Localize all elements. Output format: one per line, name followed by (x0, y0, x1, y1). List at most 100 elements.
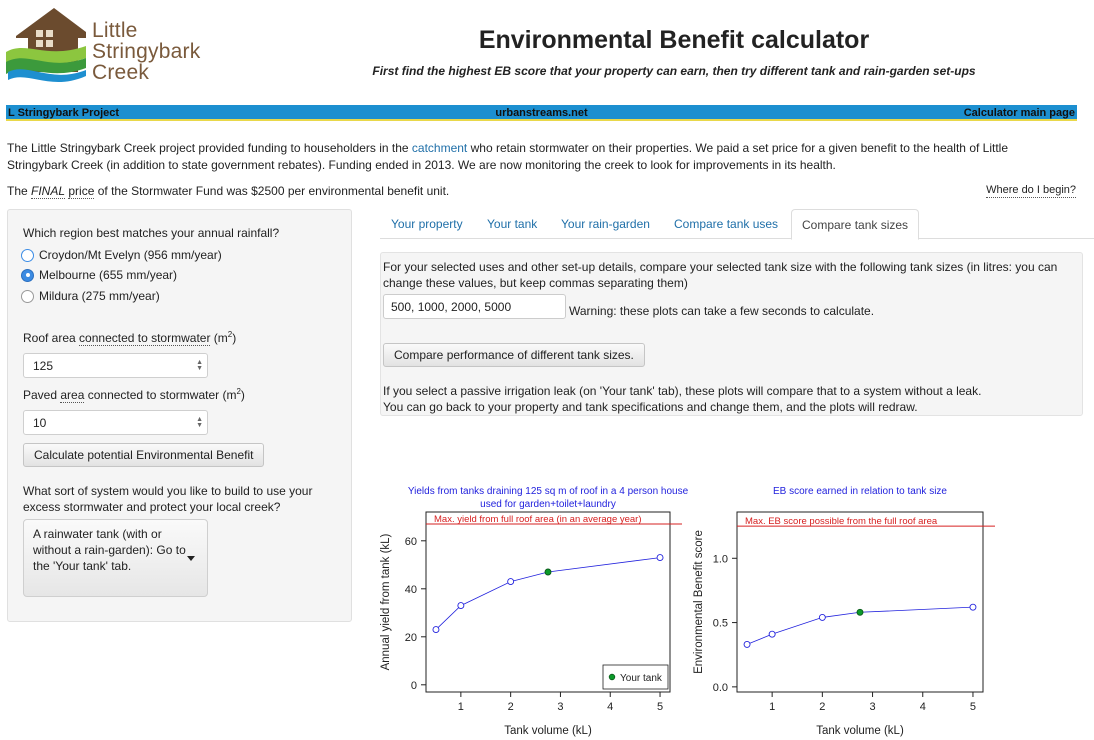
tab-your-rain-garden[interactable]: Your rain-garden (561, 217, 650, 231)
eb-chart-xlabel: Tank volume (kL) (816, 725, 904, 737)
tab-compare-tank-sizes[interactable]: Compare tank sizes (791, 209, 920, 240)
paved-area-label: Paved area connected to stormwater (m2) (23, 387, 245, 403)
paved-area-input[interactable]: 10 ▲ ▼ (23, 410, 208, 435)
yield-chart-point-0 (432, 626, 440, 634)
eb-chart-point-1 (768, 630, 776, 638)
calculate-eb-button[interactable]: Calculate potential Environmental Benefi… (23, 443, 265, 467)
paved-label-c: connected to stormwater (m (84, 388, 237, 402)
region-label-croydon: Croydon/Mt Evelyn (956 mm/year) (39, 248, 222, 262)
eb-chart-frame (736, 511, 984, 693)
roof-area-input[interactable]: 125 ▲ ▼ (23, 353, 208, 378)
eb-chart-ytick-label-0: 0.0 (713, 682, 728, 694)
logo-line-1: Little (92, 19, 138, 42)
yield-chart-ytick-label-2: 40 (405, 584, 417, 596)
tank-sizes-input[interactable]: 500, 1000, 2000, 5000 (383, 294, 566, 319)
compare-warning: Warning: these plots can take a few seco… (569, 304, 875, 318)
yield-chart-xtick-label-3: 4 (607, 701, 613, 713)
paved-sup: 2 (236, 387, 241, 396)
region-option-mildura[interactable]: Mildura (275 mm/year) (21, 288, 160, 304)
radio-melbourne[interactable] (21, 268, 34, 282)
compare-note-2: You can go back to your property and tan… (383, 400, 918, 414)
roof-stepper-icon[interactable]: ▲ ▼ (196, 359, 203, 372)
roof-label-b: connected to stormwater (79, 331, 211, 346)
paved-area-value: 10 (33, 416, 47, 430)
region-option-melbourne[interactable]: Melbourne (655 mm/year) (21, 267, 177, 283)
tab-your-property[interactable]: Your property (391, 217, 463, 231)
roof-sup: 2 (227, 330, 233, 339)
radio-mildura[interactable] (21, 289, 34, 303)
roof-area-label: Roof area connected to stormwater (m2) (23, 330, 237, 346)
roof-label-c: (m (210, 331, 228, 345)
yield-chart-legend-box (602, 664, 669, 690)
region-label-melbourne: Melbourne (655 mm/year) (39, 268, 178, 282)
page-subtitle: First find the highest EB score that you… (372, 64, 976, 78)
tab-bar: Your property Your tank Your rain-garden… (380, 209, 1094, 240)
final-word: FINAL (31, 184, 66, 199)
yield-chart-point-3 (544, 568, 552, 576)
yield-chart-xtick-label-2: 3 (557, 701, 563, 713)
chevron-down-icon (187, 556, 195, 561)
yield-chart-subtitle: used for garden+toilet+laundry (480, 499, 616, 510)
yield-chart-max-label: Max. yield from full roof area (in an av… (434, 514, 642, 525)
compare-note-1: If you select a passive irrigation leak … (383, 384, 982, 398)
nav-link-urbanstreams[interactable]: urbanstreams.net (495, 107, 588, 119)
yield-chart-series-line (435, 557, 661, 630)
nav-link-main-page[interactable]: Calculator main page (963, 107, 1075, 119)
system-select[interactable]: A rainwater tank (with or without a rain… (23, 519, 208, 597)
eb-chart-xtick-label-2: 3 (869, 701, 875, 713)
tab-your-tank[interactable]: Your tank (487, 217, 538, 231)
yield-chart-legend-label: Your tank (620, 673, 663, 684)
yield-chart-xtick-label-0: 1 (458, 701, 464, 713)
yield-chart-ytick-label-3: 60 (405, 536, 417, 548)
final-price-text: The FINAL price of the Stormwater Fund w… (7, 184, 450, 199)
eb-chart-xtick-label-0: 1 (769, 701, 775, 713)
yield-chart-frame (425, 511, 671, 693)
region-option-croydon[interactable]: Croydon/Mt Evelyn (956 mm/year) (21, 247, 222, 263)
rainfall-question: Which region best matches your annual ra… (23, 226, 280, 240)
eb-chart-xtick-label-3: 4 (920, 701, 926, 713)
logo-mark-icon (6, 8, 86, 83)
logo: Little Stringybark Creek (6, 2, 216, 94)
paved-label-d: ) (240, 388, 245, 402)
final-prefix: The (7, 184, 32, 198)
intro-paragraph: The Little Stringybark Creek project pro… (7, 140, 1067, 174)
compare-instruction: For your selected uses and other set-up … (383, 260, 1058, 290)
intro-text-2: who retain stormwater on their propertie… (7, 141, 1009, 172)
region-label-mildura: Mildura (275 mm/year) (39, 289, 160, 303)
yield-chart-xtick-label-1: 2 (508, 701, 514, 713)
yield-chart-ytick-label-1: 20 (405, 632, 417, 644)
final-suffix: of the Stormwater Fund was $2500 per env… (94, 184, 450, 198)
yield-chart-point-4 (656, 554, 664, 562)
paved-label-a: Paved (23, 388, 61, 402)
yield-chart-point-1 (457, 602, 465, 610)
eb-chart-title: EB score earned in relation to tank size (773, 486, 947, 497)
eb-chart-point-4 (969, 603, 977, 611)
eb-chart-ytick-label-1: 0.5 (713, 618, 728, 630)
where-do-i-begin-link[interactable]: Where do I begin? (986, 184, 1076, 198)
catchment-link[interactable]: catchment (411, 141, 468, 155)
eb-chart-max-label: Max. EB score possible from the full roo… (745, 516, 938, 527)
nav-bar: urbanstreams.net L Stringybark Project C… (6, 105, 1077, 121)
sidebar-panel: Which region best matches your annual ra… (7, 209, 352, 622)
yield-chart-title: Yields from tanks draining 125 sq m of r… (408, 486, 689, 497)
compare-panel: For your selected uses and other set-up … (380, 252, 1083, 416)
yield-chart-legend-marker (608, 673, 616, 681)
compare-sizes-button[interactable]: Compare performance of different tank si… (383, 343, 645, 367)
nav-link-project[interactable]: L Stringybark Project (8, 107, 120, 119)
tab-compare-tank-uses[interactable]: Compare tank uses (674, 217, 779, 231)
eb-chart-xtick-label-4: 5 (970, 701, 976, 713)
logo-line-3: Creek (92, 61, 150, 84)
roof-label-d: ) (232, 331, 237, 345)
radio-croydon[interactable] (21, 248, 34, 262)
eb-chart-series-line (746, 606, 973, 645)
logo-line-2: Stringybark (92, 40, 201, 63)
eb-chart-point-0 (743, 640, 751, 648)
eb-chart-xtick-label-1: 2 (819, 701, 825, 713)
eb-chart-point-3 (856, 608, 864, 616)
page-title: Environmental Benefit calculator (478, 26, 870, 54)
yield-chart-xtick-label-4: 5 (657, 701, 663, 713)
yield-chart-ylabel: Annual yield from tank (kL) (380, 533, 392, 670)
roof-label-a: Roof area (23, 331, 80, 345)
intro-text-1: The Little Stringybark Creek project pro… (7, 141, 412, 155)
paved-stepper-icon[interactable]: ▲ ▼ (196, 416, 203, 429)
